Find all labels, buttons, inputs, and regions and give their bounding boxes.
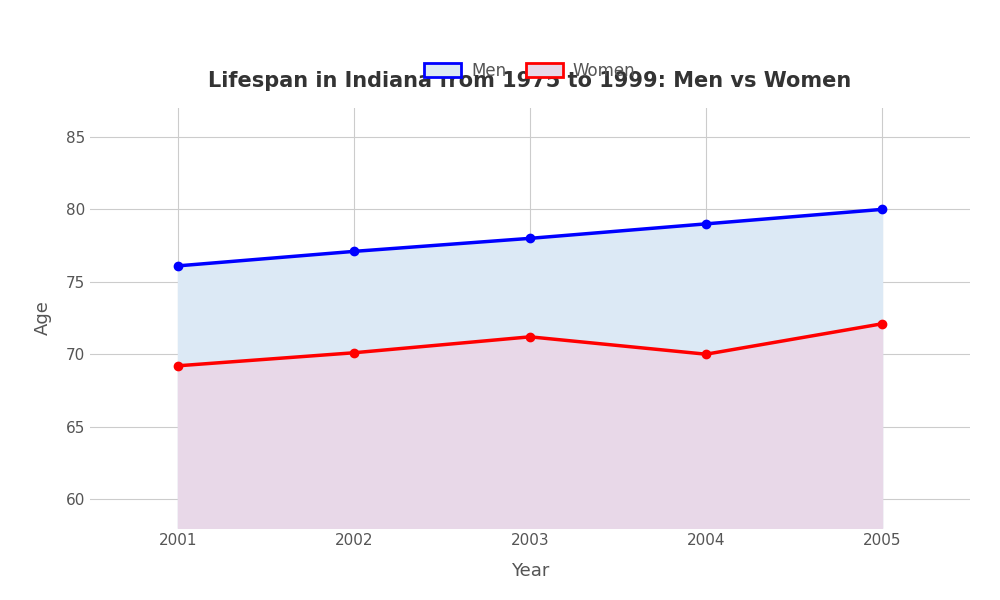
Legend: Men, Women: Men, Women — [424, 62, 636, 80]
Y-axis label: Age: Age — [34, 301, 52, 335]
Title: Lifespan in Indiana from 1975 to 1999: Men vs Women: Lifespan in Indiana from 1975 to 1999: M… — [208, 71, 852, 91]
X-axis label: Year: Year — [511, 562, 549, 580]
